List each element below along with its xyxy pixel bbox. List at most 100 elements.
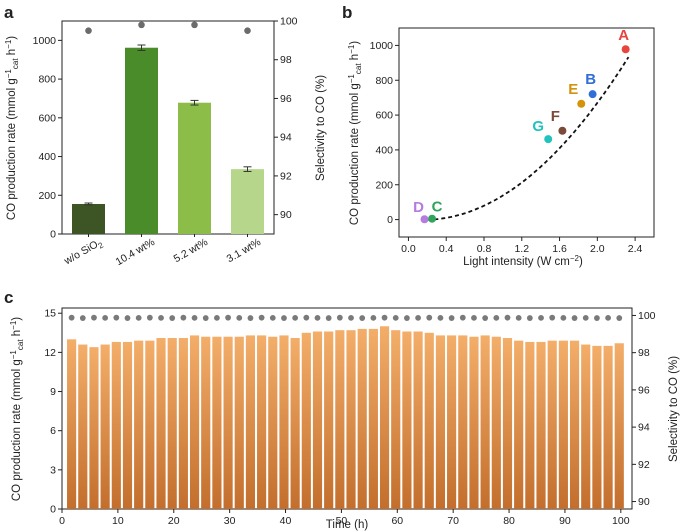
panel-c-bar bbox=[324, 331, 334, 509]
panel-a-x-tick-label: 5.2 wt% bbox=[172, 236, 210, 265]
panel-b-x-tick-label: 1.2 bbox=[514, 243, 529, 255]
panel-a-error-bar bbox=[243, 166, 252, 172]
panel-c-selectivity-point bbox=[202, 315, 209, 321]
panel-c-y-tick-label: 0 bbox=[50, 504, 56, 516]
panel-a-y-tick-label: 800 bbox=[38, 74, 56, 86]
panel-c-selectivity-point bbox=[426, 314, 433, 321]
panel-c-y2-tick-label: 92 bbox=[638, 459, 650, 471]
panel-a-plot-frame bbox=[61, 20, 275, 235]
panel-c-selectivity-point bbox=[158, 314, 164, 321]
panel-c-selectivity-point bbox=[448, 315, 455, 321]
panel-c-bar bbox=[603, 345, 613, 509]
panel-a-y-tick-label: 400 bbox=[38, 151, 56, 163]
panel-c-bar bbox=[514, 340, 524, 509]
panel-c-selectivity-point bbox=[247, 315, 254, 321]
panel-c-selectivity-point bbox=[314, 314, 321, 321]
panel-c-selectivity-point bbox=[359, 315, 366, 321]
panel-c-y2-tick-label: 90 bbox=[638, 496, 650, 508]
panel-c-y-tick-label: 6 bbox=[50, 425, 56, 437]
panel-c-x-tick-label: 10 bbox=[112, 515, 124, 527]
panel-c-x-tick-label: 90 bbox=[559, 515, 571, 527]
panel-c-letter: c bbox=[4, 288, 13, 307]
panel-c-bar bbox=[134, 340, 144, 509]
panel-c-bar bbox=[279, 335, 289, 509]
panel-c-y-tick-label: 3 bbox=[50, 464, 56, 476]
panel-a-y2-tick-label: 98 bbox=[280, 54, 292, 66]
panel-b-data-point bbox=[420, 215, 429, 224]
panel-a-y-axis-label: CO production rate (mmol g−1cat h−1) bbox=[4, 36, 20, 220]
panel-a-x-tick-label: w/o SiO2 bbox=[61, 236, 105, 270]
panel-c-x-tick-label: 60 bbox=[391, 515, 403, 527]
panel-c-selectivity-point bbox=[191, 314, 198, 321]
panel-b-point-label: F bbox=[551, 108, 560, 125]
panel-c-selectivity-point bbox=[370, 314, 377, 321]
panel-a-y2-tick-label: 96 bbox=[280, 93, 292, 105]
panel-b-point-label: A bbox=[618, 27, 629, 44]
panel-b-x-tick-label: 2.4 bbox=[628, 243, 643, 255]
panel-c-selectivity-point bbox=[381, 314, 388, 321]
panel-c-selectivity-point bbox=[493, 314, 500, 321]
panel-c-x-axis-label: Time (h) bbox=[326, 519, 369, 531]
panel-c-selectivity-point bbox=[102, 314, 109, 321]
panel-c-bar bbox=[458, 335, 468, 509]
panel-a-selectivity-point bbox=[244, 27, 251, 34]
panel-c-y2-tick-label: 94 bbox=[638, 422, 650, 434]
panel-c-y2-axis-label: Selectivity to CO (%) bbox=[668, 356, 680, 462]
panel-c-y-tick-label: 9 bbox=[50, 386, 56, 398]
panel-c-bar bbox=[368, 328, 378, 509]
panel-c-bar bbox=[536, 341, 546, 509]
panel-b-x-axis-label: Light intensity (W cm−2) bbox=[463, 254, 583, 268]
panel-b-fit-curve bbox=[427, 56, 630, 221]
panel-c-y2-tick-label: 96 bbox=[638, 384, 650, 396]
panel-c-bar bbox=[156, 338, 166, 509]
panel-c-selectivity-point bbox=[113, 314, 120, 321]
panel-c-bar bbox=[301, 332, 311, 509]
panel-c-selectivity-point bbox=[392, 314, 399, 321]
panel-b-data-point bbox=[577, 99, 586, 108]
panel-c-selectivity-point bbox=[560, 314, 567, 321]
panel-c-x-tick-label: 100 bbox=[612, 515, 630, 527]
panel-c-bar bbox=[413, 331, 423, 509]
panel-c-bar bbox=[469, 336, 479, 509]
panel-a-y-tick-label: 200 bbox=[38, 190, 56, 202]
panel-a-bar bbox=[72, 203, 105, 234]
panel-c-selectivity-point bbox=[437, 314, 444, 321]
panel-a-letter: a bbox=[4, 3, 14, 22]
panel-c-bar bbox=[592, 345, 602, 509]
panel-b-y-tick-label: 200 bbox=[375, 179, 393, 191]
panel-c-bar bbox=[212, 336, 222, 509]
panel-c-bar bbox=[569, 340, 580, 509]
panel-c-bar bbox=[268, 336, 278, 509]
panel-b-data-point bbox=[588, 90, 597, 99]
panel-c-y-axis-label: CO production rate (mmol g−1cat h−1) bbox=[9, 317, 25, 501]
panel-c-bar bbox=[111, 341, 121, 509]
panel-a-bar bbox=[125, 47, 158, 234]
panel-a-y-tick-label: 600 bbox=[38, 112, 56, 124]
panel-c-x-tick-label: 0 bbox=[59, 515, 65, 527]
panel-c-bar bbox=[290, 338, 300, 509]
panel-c-selectivity-point bbox=[482, 315, 489, 321]
panel-c-bar bbox=[357, 328, 367, 509]
panel-c-selectivity-point bbox=[169, 315, 176, 321]
panel-b-letter: b bbox=[342, 3, 352, 22]
panel-c-selectivity-point bbox=[303, 314, 310, 321]
panel-c-bar bbox=[245, 335, 256, 509]
panel-c-bar bbox=[525, 341, 535, 509]
panel-a-x-tick-label: 10.4 wt% bbox=[114, 236, 157, 268]
panel-c-selectivity-point bbox=[504, 314, 511, 321]
panel-c-x-tick-label: 20 bbox=[168, 515, 180, 527]
panel-c-selectivity-point bbox=[336, 314, 343, 321]
panel-c-selectivity-point bbox=[79, 315, 86, 321]
panel-c-chart: 0 3 6 9 12 15 90 92 94 96 98 100 0 10 20 30 40 50 60 70 80… bbox=[9, 307, 680, 531]
panel-c-selectivity-point bbox=[269, 314, 276, 321]
panel-c-bar bbox=[122, 341, 133, 509]
panel-a-error-bar bbox=[190, 99, 199, 106]
panel-a-error-bar bbox=[137, 44, 146, 51]
panel-c-selectivity-point bbox=[515, 314, 522, 321]
panel-c-bar bbox=[312, 331, 323, 509]
panel-c-selectivity-point bbox=[292, 314, 299, 321]
panel-c-bar bbox=[447, 335, 457, 509]
panel-c-selectivity-point bbox=[68, 314, 75, 321]
panel-b-y-tick-label: 0 bbox=[387, 214, 393, 226]
panel-a-y2-tick-label: 100 bbox=[280, 16, 298, 28]
